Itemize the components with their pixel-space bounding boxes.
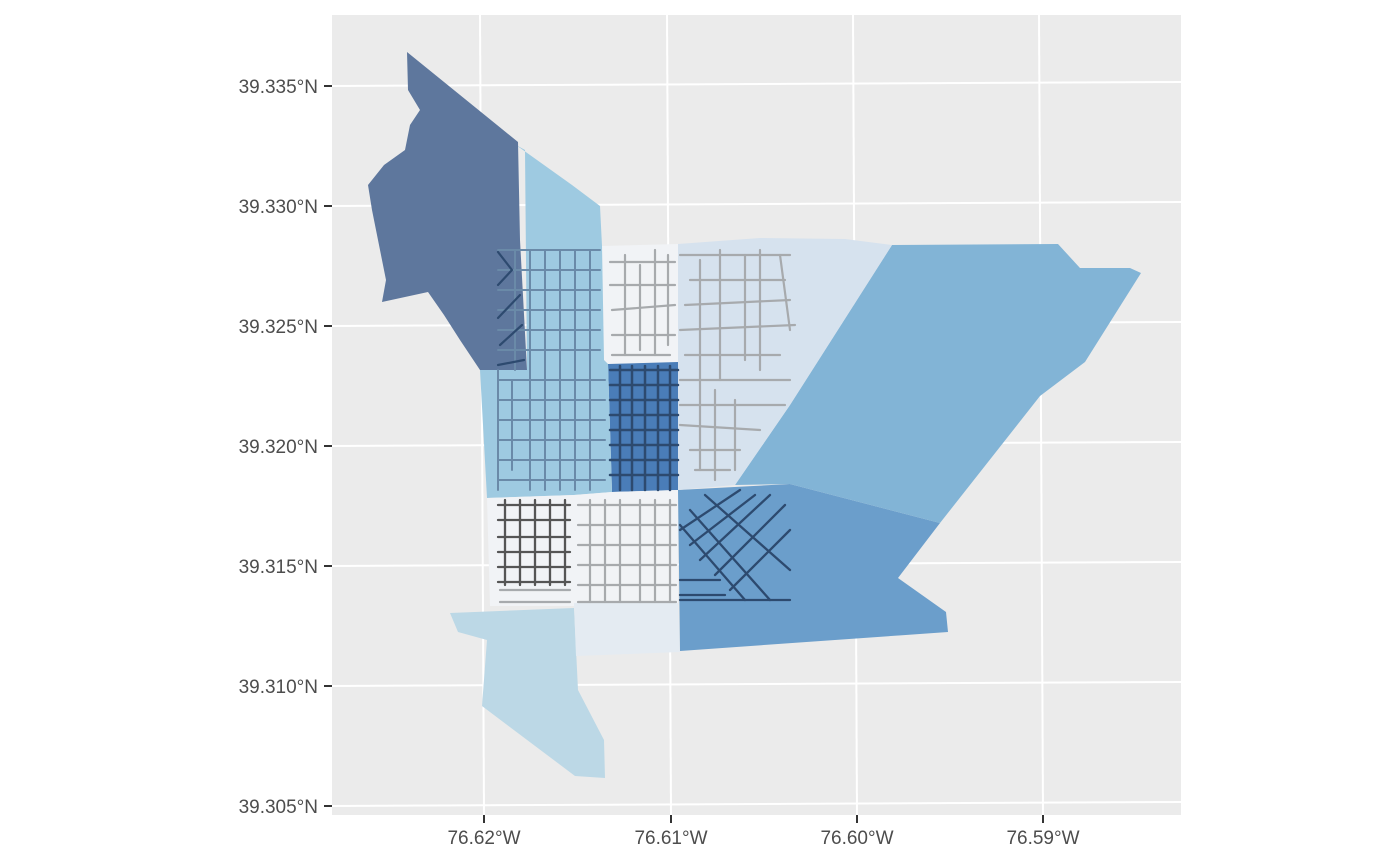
x-axis-labels: 76.62°W 76.61°W 76.60°W 76.59°W <box>447 828 1079 849</box>
y-tick-label-0: 39.335°N <box>239 77 318 98</box>
region-north-east-pale <box>678 238 892 490</box>
y-tick-label-1: 39.330°N <box>239 197 318 218</box>
roads-west-grid <box>497 249 606 491</box>
roads-central-dark <box>608 364 680 492</box>
x-tick-label-1: 76.61°W <box>634 828 707 849</box>
x-tick-label-3: 76.59°W <box>1006 828 1079 849</box>
region-south-east <box>678 484 948 651</box>
region-south-central <box>574 603 680 656</box>
y-tick-label-6: 39.305°N <box>239 797 318 818</box>
roads-southwest-charcoal <box>496 498 572 587</box>
y-tick-label-3: 39.320°N <box>239 437 318 458</box>
roads-south-middle-light <box>498 498 678 604</box>
roads-northwest-dark <box>496 250 526 367</box>
region-central-dark <box>608 362 678 492</box>
region-east-large <box>735 244 1141 523</box>
axis-ticks <box>324 85 1044 823</box>
grid-line-lon-76-59 <box>1038 14 1044 816</box>
region-north-west-dark <box>368 52 527 370</box>
region-south-west-grid <box>487 495 574 606</box>
region-south-west <box>450 608 605 778</box>
y-tick-label-4: 39.315°N <box>239 557 318 578</box>
roads-north-light <box>608 248 797 482</box>
y-tick-label-2: 39.325°N <box>239 317 318 338</box>
grid-line-lat-39-310 <box>331 681 1182 687</box>
roads-southeast-dark <box>678 488 792 602</box>
x-tick-label-2: 76.60°W <box>820 828 893 849</box>
y-axis-labels: 39.335°N 39.330°N 39.325°N 39.320°N 39.3… <box>239 77 318 818</box>
y-tick-label-5: 39.310°N <box>239 677 318 698</box>
grid-line-lat-39-305 <box>331 801 1182 807</box>
region-middle-light <box>574 490 678 603</box>
x-tick-label-0: 76.62°W <box>447 828 520 849</box>
road-network <box>496 248 797 604</box>
